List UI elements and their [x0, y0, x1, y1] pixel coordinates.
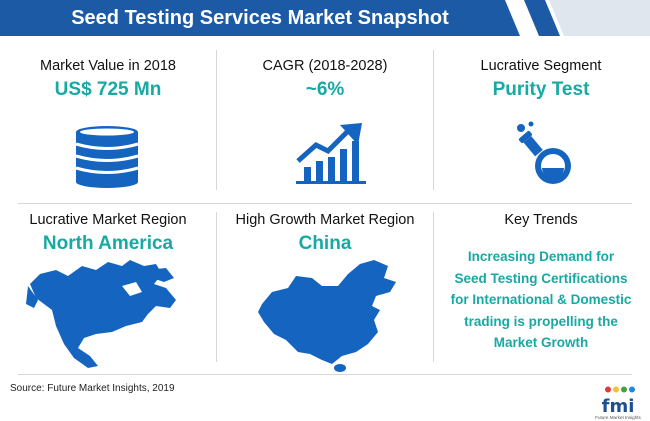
market-value-label: Market Value in 2018 — [40, 58, 176, 74]
high-growth-region-label: High Growth Market Region — [235, 212, 415, 228]
page-title: Seed Testing Services Market Snapshot — [71, 7, 449, 29]
lucrative-region-figure: North America — [42, 233, 174, 254]
logo-dots-icon — [605, 386, 635, 393]
key-trends-line: for International & Domestic — [450, 292, 632, 307]
key-trends-line: Seed Testing Certifications — [454, 270, 628, 286]
logo-word: fmi — [601, 396, 635, 417]
market-value-card: Market Value in 2018 US$ 725 Mn — [0, 57, 216, 102]
column-divider — [216, 212, 217, 362]
lucrative-segment-label: Lucrative Segment — [480, 58, 602, 74]
header-banner: Seed Testing Services Market Snapshot — [0, 0, 650, 36]
column-divider — [216, 50, 217, 190]
fmi-logo: fmi Future Market Insights — [592, 380, 644, 421]
lucrative-segment-card: Lucrative Segment Purity Test — [433, 57, 649, 102]
key-trends-line: trading is propelling the — [464, 313, 618, 329]
lucrative-segment-figure: Purity Test — [492, 79, 590, 100]
china-map-icon — [258, 260, 396, 372]
row-divider — [18, 203, 632, 204]
logo-tagline: Future Market Insights — [595, 415, 641, 420]
market-value-figure: US$ 725 Mn — [54, 79, 162, 100]
flask-icon — [517, 121, 571, 184]
cagr-card: CAGR (2018-2028) ~6% — [217, 57, 433, 102]
north-america-map-icon — [26, 260, 176, 368]
cagr-figure: ~6% — [305, 79, 345, 100]
high-growth-region-card: High Growth Market Region China — [217, 211, 433, 256]
key-trends-text: Increasing Demand for Seed Testing Certi… — [442, 246, 640, 354]
coins-stack-icon — [75, 126, 139, 188]
lucrative-region-label: Lucrative Market Region — [29, 212, 187, 228]
growth-bar-chart-icon — [296, 123, 366, 184]
column-divider — [433, 212, 434, 362]
key-trends-label: Key Trends — [504, 212, 578, 228]
key-trends-card: Key Trends — [433, 211, 649, 229]
source-note: Source: Future Market Insights, 2019 — [10, 383, 175, 394]
key-trends-line: Increasing Demand for — [467, 249, 615, 264]
lucrative-region-card: Lucrative Market Region North America — [0, 211, 216, 256]
key-trends-line: Market Growth — [493, 335, 589, 350]
high-growth-region-figure: China — [298, 233, 352, 254]
cagr-label: CAGR (2018-2028) — [262, 58, 388, 74]
footer-divider — [18, 374, 632, 375]
column-divider — [433, 50, 434, 190]
